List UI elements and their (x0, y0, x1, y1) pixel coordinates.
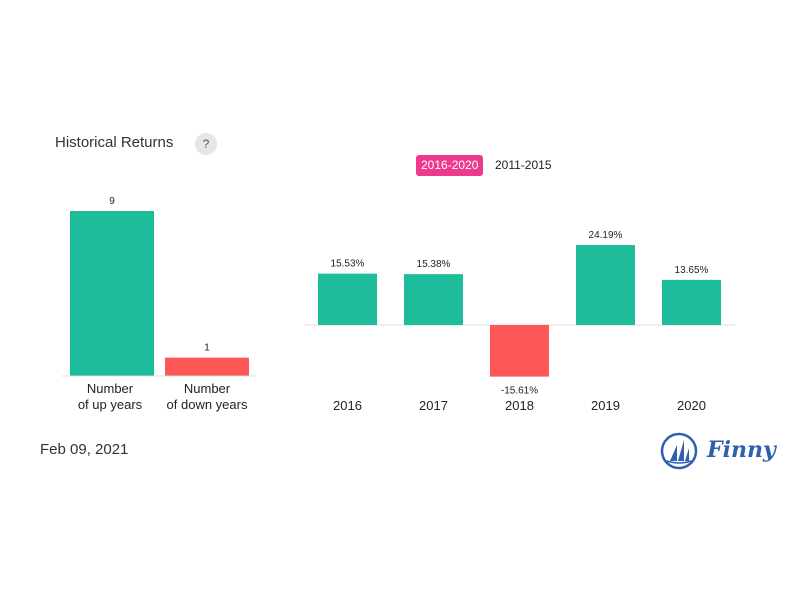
category-label: Number (87, 381, 134, 396)
finny-logo[interactable]: Finny (660, 430, 776, 472)
x-tick-label: 2020 (677, 398, 706, 413)
bar-down-years (165, 357, 249, 376)
bar-2016 (318, 273, 377, 325)
data-label: 15.38% (417, 259, 451, 270)
data-label: 1 (204, 343, 210, 354)
category-label: of up years (78, 397, 143, 412)
x-tick-label: 2017 (419, 398, 448, 413)
x-tick-label: 2019 (591, 398, 620, 413)
tab-2011-2015[interactable]: 2011-2015 (495, 158, 552, 172)
brand-name: Finny (707, 437, 776, 463)
tab-2016-2020[interactable]: 2016-2020 (416, 155, 484, 176)
category-label: Number (184, 381, 231, 396)
data-label: 24.19% (589, 230, 623, 241)
bar-2018 (490, 325, 549, 377)
help-icon[interactable]: ? (195, 133, 217, 155)
sailboat-icon (660, 432, 698, 470)
bar-up-years (70, 211, 154, 376)
data-label: 9 (109, 196, 115, 207)
bar-2020 (662, 279, 721, 325)
x-tick-label: 2018 (505, 398, 534, 413)
data-label: -15.61% (501, 386, 538, 397)
bar-2019 (576, 245, 635, 325)
bar-2017 (404, 274, 463, 325)
data-label: 15.53% (331, 259, 365, 270)
data-label: 13.65% (675, 265, 709, 276)
as-of-date: Feb 09, 2021 (40, 441, 129, 458)
x-tick-label: 2016 (333, 398, 362, 413)
category-label: of down years (167, 397, 248, 412)
chart-title: Historical Returns (55, 134, 174, 151)
